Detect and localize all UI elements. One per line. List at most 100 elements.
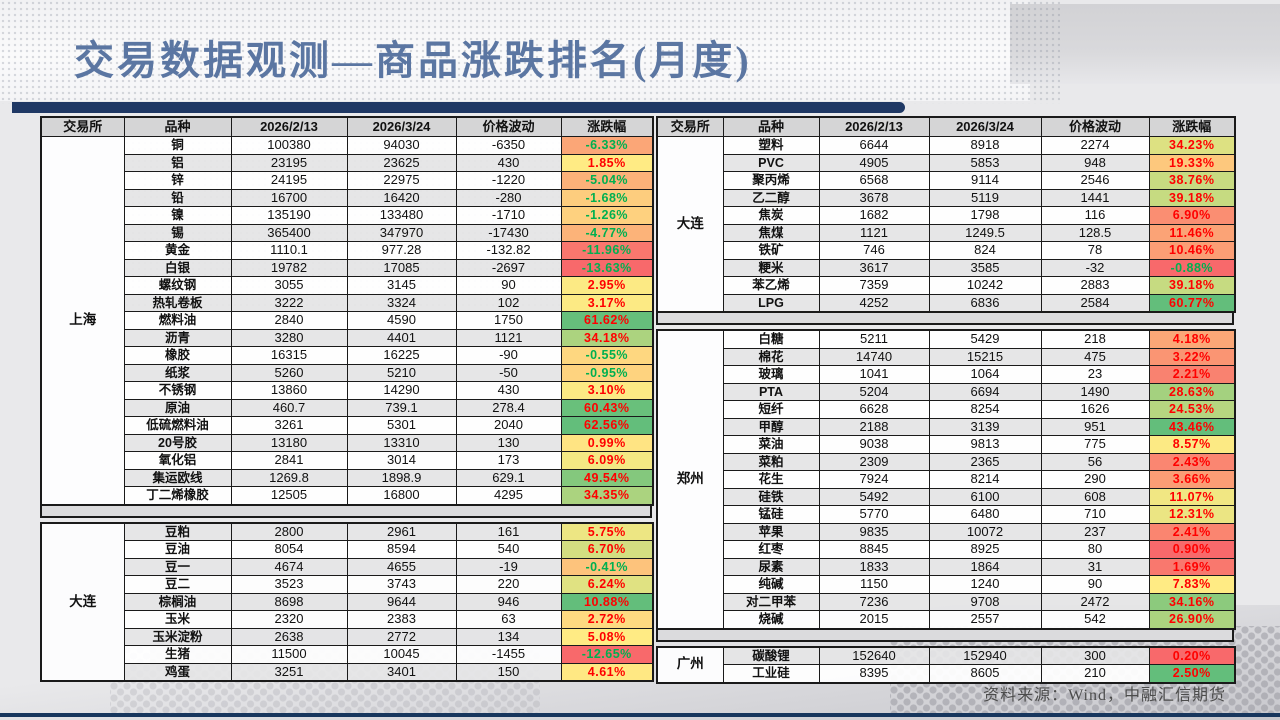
pct-cell: 34.18% xyxy=(560,328,654,347)
num-cell: 4655 xyxy=(346,557,457,576)
num-cell: 430 xyxy=(455,153,562,172)
name-cell: 塑料 xyxy=(722,136,820,155)
name-cell: 玉米淀粉 xyxy=(123,627,232,646)
section-separator xyxy=(656,313,1234,325)
num-cell: 746 xyxy=(818,241,930,260)
name-cell: 玉米 xyxy=(123,610,232,629)
num-cell: 3222 xyxy=(230,293,348,312)
pct-cell: 43.46% xyxy=(1148,417,1236,436)
num-cell: 278.4 xyxy=(455,398,562,417)
num-cell: 150 xyxy=(455,662,562,682)
column-header: 交易所 xyxy=(40,116,125,137)
column-header: 价格波动 xyxy=(455,116,562,137)
num-cell: 8845 xyxy=(818,540,930,559)
num-cell: 300 xyxy=(1040,646,1150,665)
num-cell: 5301 xyxy=(346,416,457,435)
num-cell: 14740 xyxy=(818,347,930,366)
num-cell: -6350 xyxy=(455,136,562,155)
table-row: 硅铁 5492 6100 608 11.07% xyxy=(657,487,1236,506)
name-cell: 粳米 xyxy=(722,258,820,277)
table-row: 棕榈油 8698 9644 946 10.88% xyxy=(41,592,654,611)
header-panel xyxy=(0,0,1030,101)
num-cell: 13310 xyxy=(346,433,457,452)
pct-cell: 60.43% xyxy=(560,398,654,417)
table-row: 聚丙烯 6568 9114 2546 38.76% xyxy=(657,171,1236,190)
num-cell: 5210 xyxy=(346,363,457,382)
num-cell: 3678 xyxy=(818,188,930,207)
table-row: PTA 5204 6694 1490 28.63% xyxy=(657,382,1236,401)
num-cell: 1110.1 xyxy=(230,241,348,260)
name-cell: 工业硅 xyxy=(722,664,820,683)
num-cell: 5211 xyxy=(818,329,930,349)
name-cell: 不锈钢 xyxy=(123,381,232,400)
num-cell: 4905 xyxy=(818,153,930,172)
pct-cell: 11.07% xyxy=(1148,487,1236,506)
num-cell: 430 xyxy=(455,381,562,400)
num-cell: 4674 xyxy=(230,557,348,576)
name-cell: 烧碱 xyxy=(722,610,820,629)
name-cell: 铁矿 xyxy=(722,241,820,260)
pct-cell: 1.85% xyxy=(560,153,654,172)
num-cell: 2365 xyxy=(928,452,1042,471)
table-row: 铁矿 746 824 78 10.46% xyxy=(657,241,1236,260)
name-cell: 乙二醇 xyxy=(722,188,820,207)
table-row: 工业硅 8395 8605 210 2.50% xyxy=(657,664,1236,683)
column-header: 交易所 xyxy=(656,116,724,137)
pct-cell: 3.10% xyxy=(560,381,654,400)
pct-cell: -5.04% xyxy=(560,171,654,190)
num-cell: 5492 xyxy=(818,487,930,506)
num-cell: 3251 xyxy=(230,662,348,682)
num-cell: 4401 xyxy=(346,328,457,347)
pct-cell: 3.66% xyxy=(1148,470,1236,489)
table-row: 原油 460.7 739.1 278.4 60.43% xyxy=(41,398,654,417)
num-cell: 1064 xyxy=(928,365,1042,384)
num-cell: -90 xyxy=(455,346,562,365)
num-cell: -32 xyxy=(1040,258,1150,277)
name-cell: 黄金 xyxy=(123,241,232,260)
pct-cell: 19.33% xyxy=(1148,153,1236,172)
num-cell: 134 xyxy=(455,627,562,646)
num-cell: 1682 xyxy=(818,206,930,225)
num-cell: 608 xyxy=(1040,487,1150,506)
commodity-table-section: 交易所 品种 2026/2/13 2026/3/24 价格波动 涨跌幅 上海铜 100380 9… xyxy=(40,116,654,506)
exchange-cell: 上海 xyxy=(40,136,125,505)
header-row: 交易所 品种 2026/2/13 2026/3/24 价格波动 涨跌幅 xyxy=(656,116,1236,137)
table-row: 沥青 3280 4401 1121 34.18% xyxy=(41,328,654,347)
table-row: 低硫燃料油 3261 5301 2040 62.56% xyxy=(41,416,654,435)
table-row: 焦煤 1121 1249.5 128.5 11.46% xyxy=(657,223,1236,242)
table-row: 红枣 8845 8925 80 0.90% xyxy=(657,540,1236,559)
num-cell: 6480 xyxy=(928,505,1042,524)
num-cell: 4295 xyxy=(455,486,562,505)
table-row: 铝 23195 23625 430 1.85% xyxy=(41,153,654,172)
table-row: 焦炭 1682 1798 116 6.90% xyxy=(657,206,1236,225)
name-cell: 沥青 xyxy=(123,328,232,347)
pct-cell: 7.83% xyxy=(1148,575,1236,594)
num-cell: 739.1 xyxy=(346,398,457,417)
name-cell: 焦煤 xyxy=(722,223,820,242)
table-row: 上海铜 100380 94030 -6350 -6.33% xyxy=(40,136,654,505)
name-cell: 纯碱 xyxy=(722,575,820,594)
num-cell: 3014 xyxy=(346,451,457,470)
num-cell: 290 xyxy=(1040,470,1150,489)
num-cell: 824 xyxy=(928,241,1042,260)
pct-cell: 2.95% xyxy=(560,276,654,295)
name-cell: 菜粕 xyxy=(722,452,820,471)
table-row: 黄金 1110.1 977.28 -132.82 -11.96% xyxy=(41,241,654,260)
section-separator xyxy=(656,629,1234,642)
num-cell: 1121 xyxy=(455,328,562,347)
num-cell: 11500 xyxy=(230,645,348,664)
exchange-cell: 郑州 xyxy=(656,329,724,629)
column-header: 2026/3/24 xyxy=(346,116,457,137)
header-band xyxy=(1010,4,1280,84)
pct-cell: 8.57% xyxy=(1148,435,1236,454)
table-row: 尿素 1833 1864 31 1.69% xyxy=(657,557,1236,576)
name-cell: 锡 xyxy=(123,223,232,242)
num-cell: -1710 xyxy=(455,206,562,225)
commodity-table-section: 广州 碳酸锂 152640 152940 300 0.20% 工业硅 8395 8605 210 2… xyxy=(656,645,1236,684)
column-header: 价格波动 xyxy=(1040,116,1150,137)
table-row: PVC 4905 5853 948 19.33% xyxy=(657,153,1236,172)
pct-cell: -11.96% xyxy=(560,241,654,260)
num-cell: 90 xyxy=(455,276,562,295)
num-cell: 946 xyxy=(455,592,562,611)
column-header: 涨跌幅 xyxy=(560,116,654,137)
